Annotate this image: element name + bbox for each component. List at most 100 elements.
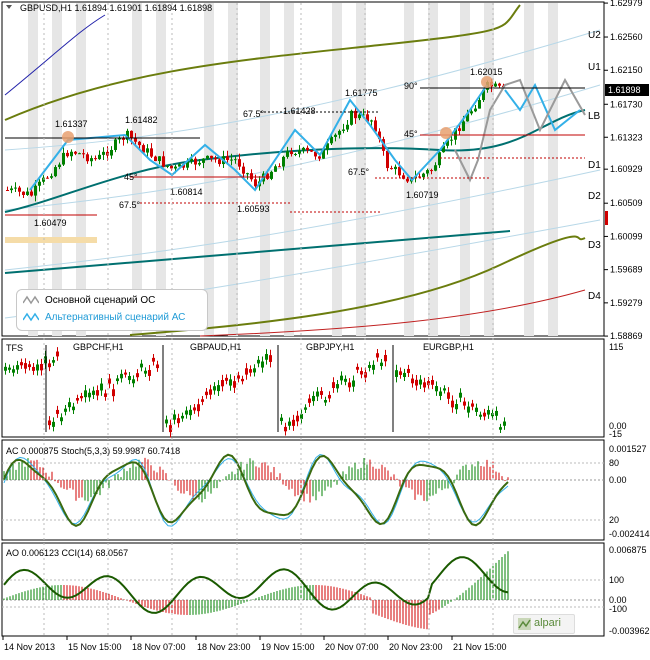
- pair-candle-body: [356, 366, 359, 370]
- annotation-1.61482: 1.61482: [125, 115, 158, 125]
- time-tick-label: 18 Nov 23:00: [197, 642, 251, 652]
- candle-body: [298, 150, 301, 154]
- candle-body: [318, 156, 321, 159]
- session-stripe: [28, 3, 38, 336]
- pair-candle-body: [503, 421, 506, 426]
- light-band-1: [4, 29, 601, 151]
- level-u2: U2: [588, 30, 601, 41]
- candle-body: [386, 150, 389, 169]
- pair-candle-body: [483, 412, 486, 417]
- candle-body: [350, 110, 353, 125]
- candle-body: [62, 152, 65, 165]
- candle-body: [110, 149, 113, 156]
- pair-candle-body: [395, 370, 398, 377]
- pair-candle-body: [455, 404, 458, 410]
- candle-body: [138, 141, 141, 146]
- annotation-1.60479: 1.60479: [34, 218, 67, 228]
- pair-gbpchf: GBPCHF,H1: [73, 342, 124, 352]
- candle-body: [118, 137, 121, 140]
- time-tick-label: 18 Nov 07:00: [132, 642, 186, 652]
- candle-body: [86, 154, 89, 162]
- pair-candle-body: [120, 373, 123, 379]
- candle-body: [166, 165, 169, 167]
- candle-body: [326, 143, 329, 150]
- candle-body: [270, 171, 273, 179]
- candle-body: [46, 177, 49, 179]
- ao-tick-3: 0.00: [609, 595, 627, 605]
- angle-67-right: 67.5°: [348, 167, 370, 177]
- ac-histogram: [2, 453, 604, 528]
- pair-candle-body: [499, 427, 502, 430]
- pair-candle-body: [24, 363, 27, 369]
- pair-candle-body: [479, 414, 482, 417]
- candle-body: [74, 151, 77, 154]
- main-price-panel[interactable]: [1, 1, 605, 536]
- pair-candle-body: [217, 385, 220, 392]
- red-band: [199, 289, 586, 337]
- pair-candle-body: [136, 373, 139, 378]
- pair-candle-body: [96, 390, 99, 396]
- annotation-1.61337: 1.61337: [55, 119, 88, 129]
- price-tick-label: 1.61323: [610, 132, 643, 142]
- pair-candle-body: [487, 410, 490, 415]
- candle-body: [114, 139, 117, 150]
- candle-body: [494, 83, 497, 87]
- session-stripe: [284, 3, 294, 336]
- candle-body: [186, 161, 189, 168]
- candle-body: [6, 190, 9, 191]
- pair-candle-body: [411, 378, 414, 384]
- candle-body: [102, 151, 105, 155]
- highlight-zone: [5, 237, 97, 243]
- candle-body: [146, 148, 149, 153]
- candle-body: [402, 175, 405, 179]
- candle-body: [434, 165, 437, 171]
- pair-candle-body: [40, 364, 43, 371]
- candle-body: [174, 166, 177, 169]
- candle-body: [330, 136, 333, 144]
- teal-trendline: [4, 230, 511, 274]
- pair-candle-body: [20, 362, 23, 366]
- session-stripe: [428, 3, 438, 336]
- pair-candle-body: [407, 368, 410, 373]
- pair-candle-body: [8, 367, 11, 370]
- candle-body: [338, 130, 341, 135]
- pair-candle-body: [197, 404, 200, 412]
- annotation-1.61428: 1.61428: [283, 106, 316, 116]
- ao-tick-1: 0.006875: [609, 545, 647, 555]
- pair-candle-body: [316, 391, 319, 397]
- tfs-label: TFS: [6, 343, 23, 353]
- price-tick-label: 1.59279: [610, 298, 643, 308]
- symbol-header: GBPUSD,H1 1.61894 1.61901 1.61894 1.6189…: [20, 3, 212, 13]
- ao-cci-panel[interactable]: AO 0.006123 CCI(14) 68.0567 0.006875 100…: [1, 542, 650, 637]
- pair-candle-body: [320, 391, 323, 395]
- candle-body: [322, 149, 325, 159]
- pair-gbpjpy: GBPJPY,H1: [306, 342, 354, 352]
- ac-stoch-panel[interactable]: AC 0.000875 Stoch(5,3,3) 59.9987 60.7418…: [1, 439, 650, 541]
- pair-candle-body: [443, 388, 446, 391]
- pair-candle-body: [68, 402, 71, 408]
- pair-candle-body: [124, 372, 127, 375]
- session-stripe: [156, 3, 166, 336]
- level-d1: D1: [588, 160, 601, 171]
- pair-candle-body: [221, 379, 224, 387]
- candle-body: [54, 167, 57, 177]
- menu-triangle-icon[interactable]: [6, 5, 12, 9]
- annotation-1.62015: 1.62015: [470, 67, 503, 77]
- pair-candle-body: [332, 382, 335, 388]
- pair-candle-body: [16, 365, 19, 370]
- pair-candle-body: [288, 421, 291, 426]
- time-tick-label: 20 Nov 23:00: [389, 642, 443, 652]
- pair-candle-body: [340, 375, 343, 381]
- pairs-panel[interactable]: TFS GBPCHF,H1 GBPAUD,H1 GBPJPY,H1 EURGBP…: [1, 338, 627, 439]
- session-stripe: [484, 3, 494, 336]
- candle-body: [450, 139, 453, 141]
- candle-body: [170, 165, 173, 169]
- candle-body: [22, 191, 25, 195]
- legend-alt: Альтернативный сценарий АС: [45, 312, 186, 323]
- candle-body: [266, 173, 269, 179]
- pair-candle-body: [205, 391, 208, 396]
- ao-tick-4: -100: [609, 604, 627, 614]
- time-tick-label: 15 Nov 15:00: [68, 642, 122, 652]
- candle-body: [302, 147, 305, 151]
